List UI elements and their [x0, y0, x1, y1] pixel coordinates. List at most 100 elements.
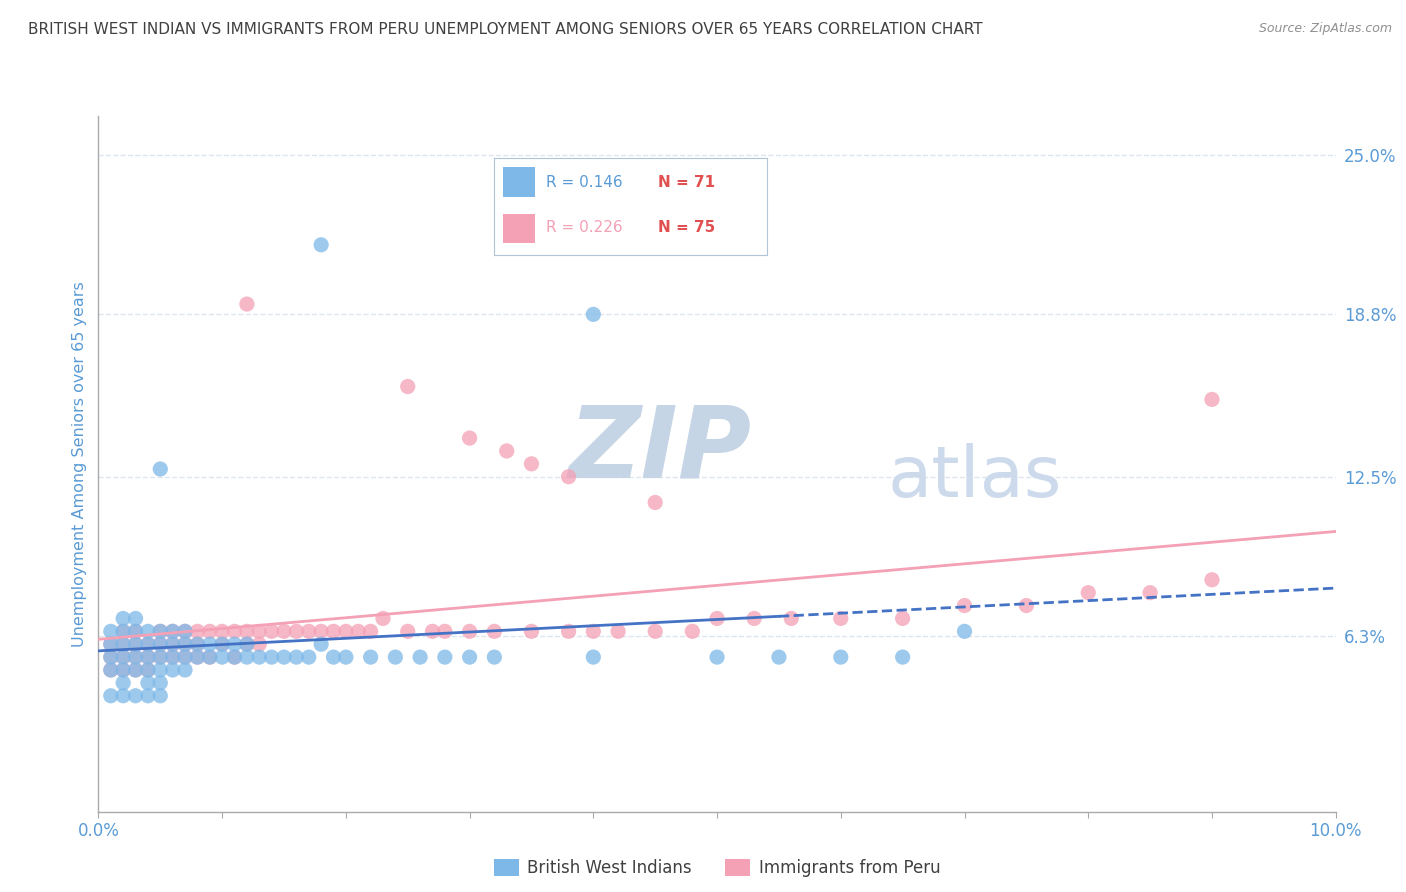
- Point: [112, 663, 135, 677]
- Point: [607, 624, 630, 639]
- Point: [1201, 392, 1223, 407]
- Point: [247, 637, 270, 651]
- Text: ZIP: ZIP: [568, 401, 752, 499]
- Point: [174, 624, 197, 639]
- Point: [484, 650, 506, 665]
- Bar: [502, 214, 536, 244]
- Point: [136, 650, 159, 665]
- Point: [162, 637, 184, 651]
- Point: [136, 624, 159, 639]
- Legend: British West Indians, Immigrants from Peru: British West Indians, Immigrants from Pe…: [488, 852, 946, 883]
- Point: [112, 637, 135, 651]
- Point: [285, 624, 308, 639]
- Point: [124, 637, 146, 651]
- Point: [149, 650, 172, 665]
- Point: [198, 624, 221, 639]
- Point: [433, 650, 456, 665]
- Point: [830, 611, 852, 625]
- Point: [162, 637, 184, 651]
- Point: [309, 637, 332, 651]
- Point: [124, 611, 146, 625]
- Point: [484, 624, 506, 639]
- Point: [100, 663, 122, 677]
- Point: [211, 624, 233, 639]
- Point: [112, 611, 135, 625]
- Point: [124, 624, 146, 639]
- Point: [298, 650, 321, 665]
- Point: [162, 650, 184, 665]
- Point: [644, 495, 666, 509]
- Point: [162, 650, 184, 665]
- Point: [347, 624, 370, 639]
- Bar: [502, 168, 536, 196]
- Point: [335, 650, 357, 665]
- Point: [100, 689, 122, 703]
- Point: [768, 650, 790, 665]
- Point: [198, 650, 221, 665]
- Point: [174, 650, 197, 665]
- Point: [260, 624, 283, 639]
- Point: [520, 624, 543, 639]
- Text: N = 71: N = 71: [658, 175, 714, 190]
- Point: [162, 624, 184, 639]
- Point: [396, 624, 419, 639]
- Point: [112, 624, 135, 639]
- Point: [100, 637, 122, 651]
- Point: [136, 663, 159, 677]
- Point: [520, 457, 543, 471]
- Point: [198, 650, 221, 665]
- Point: [953, 624, 976, 639]
- Point: [211, 637, 233, 651]
- Point: [124, 689, 146, 703]
- Point: [149, 462, 172, 476]
- Point: [557, 624, 579, 639]
- Point: [706, 650, 728, 665]
- Point: [211, 637, 233, 651]
- Point: [458, 431, 481, 445]
- Point: [298, 624, 321, 639]
- Point: [124, 663, 146, 677]
- Text: R = 0.146: R = 0.146: [546, 175, 623, 190]
- Point: [285, 650, 308, 665]
- Point: [136, 650, 159, 665]
- Point: [124, 637, 146, 651]
- Point: [891, 611, 914, 625]
- Point: [322, 624, 344, 639]
- Text: R = 0.226: R = 0.226: [546, 220, 623, 235]
- Point: [149, 650, 172, 665]
- Point: [162, 624, 184, 639]
- Point: [322, 650, 344, 665]
- Text: BRITISH WEST INDIAN VS IMMIGRANTS FROM PERU UNEMPLOYMENT AMONG SENIORS OVER 65 Y: BRITISH WEST INDIAN VS IMMIGRANTS FROM P…: [28, 22, 983, 37]
- Point: [136, 637, 159, 651]
- Point: [780, 611, 803, 625]
- Point: [186, 637, 208, 651]
- Point: [422, 624, 444, 639]
- Point: [1015, 599, 1038, 613]
- Point: [309, 624, 332, 639]
- Point: [112, 624, 135, 639]
- Point: [112, 650, 135, 665]
- Point: [149, 637, 172, 651]
- Point: [174, 663, 197, 677]
- Point: [124, 663, 146, 677]
- Point: [186, 637, 208, 651]
- Point: [247, 650, 270, 665]
- Point: [211, 650, 233, 665]
- Point: [100, 663, 122, 677]
- Y-axis label: Unemployment Among Seniors over 65 years: Unemployment Among Seniors over 65 years: [72, 281, 87, 647]
- Point: [1139, 585, 1161, 599]
- Point: [149, 624, 172, 639]
- Point: [433, 624, 456, 639]
- Point: [742, 611, 765, 625]
- Point: [112, 663, 135, 677]
- Point: [174, 637, 197, 651]
- Point: [582, 650, 605, 665]
- Point: [136, 637, 159, 651]
- Point: [100, 637, 122, 651]
- Point: [100, 624, 122, 639]
- Point: [557, 469, 579, 483]
- Point: [409, 650, 432, 665]
- Text: Source: ZipAtlas.com: Source: ZipAtlas.com: [1258, 22, 1392, 36]
- Point: [224, 650, 246, 665]
- Point: [149, 624, 172, 639]
